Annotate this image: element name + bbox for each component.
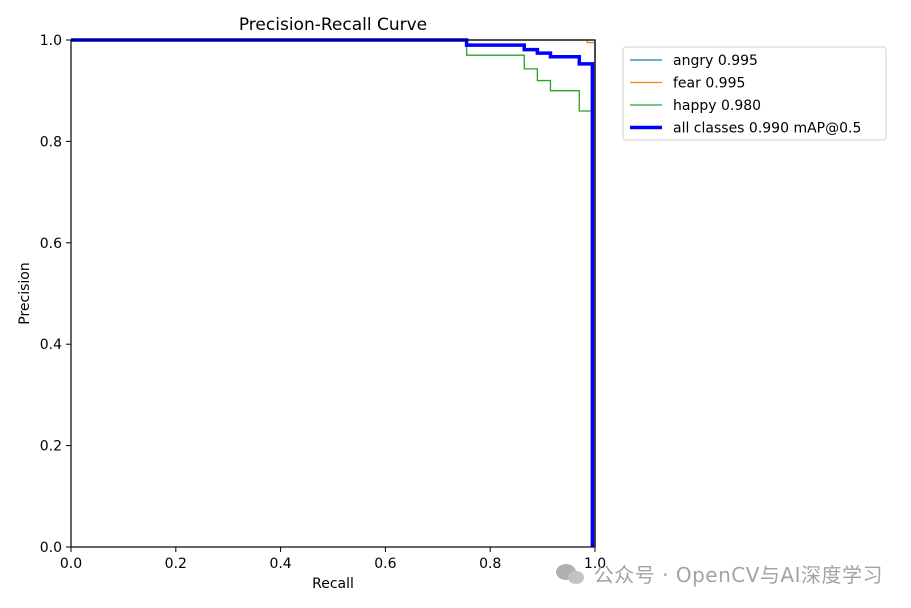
legend-label: fear 0.995 [673,76,745,92]
series-line-3 [71,38,595,547]
chart-title: Precision-Recall Curve [239,15,427,35]
x-tick-label: 0.4 [269,556,291,572]
x-tick-label: 1.0 [584,556,606,572]
plot-frame [70,39,596,548]
y-axis-title: Precision [17,262,33,324]
y-tick-label: 0.4 [40,337,62,353]
x-tick-label: 0.8 [479,556,501,572]
series-line-2 [71,39,594,547]
y-tick-label: 0.8 [40,134,62,150]
legend-label: happy 0.980 [673,98,761,114]
x-tick-label: 0.2 [165,556,187,572]
series-line-0 [71,39,596,547]
y-tick-label: 0.6 [40,236,62,252]
legend-label: all classes 0.990 mAP@0.5 [673,121,861,137]
y-tick-label: 0.0 [40,540,62,556]
plot-lines [71,38,596,547]
x-axis-title: Recall [312,576,354,592]
y-axis-ticks: 0.0 0.2 0.4 0.6 0.8 1.0 [40,33,71,556]
legend: angry 0.995 fear 0.995 happy 0.980 all clas… [622,46,887,141]
x-axis-ticks: 0.0 0.2 0.4 0.6 0.8 1.0 [60,547,606,572]
series-line-1 [71,39,596,547]
legend-label: angry 0.995 [673,53,758,69]
x-tick-label: 0.0 [60,556,82,572]
x-tick-label: 0.6 [374,556,396,572]
y-tick-label: 1.0 [40,33,62,49]
legend-box [622,46,887,141]
y-tick-label: 0.2 [40,439,62,455]
